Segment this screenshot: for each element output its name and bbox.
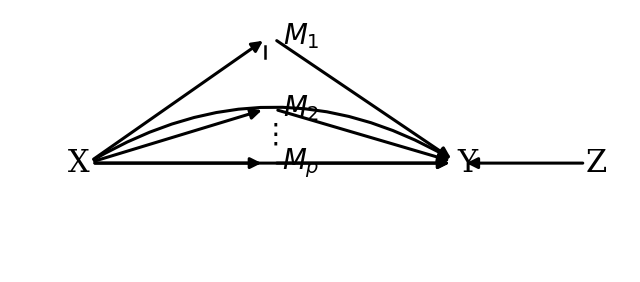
Text: $\vdots$: $\vdots$ [261, 120, 278, 148]
Text: Y: Y [458, 147, 477, 179]
Text: $M_p$: $M_p$ [282, 146, 320, 180]
Text: Z: Z [586, 147, 607, 179]
Text: $M_1$: $M_1$ [283, 21, 319, 51]
Text: $M_2$: $M_2$ [283, 93, 319, 123]
Text: X: X [68, 147, 90, 179]
